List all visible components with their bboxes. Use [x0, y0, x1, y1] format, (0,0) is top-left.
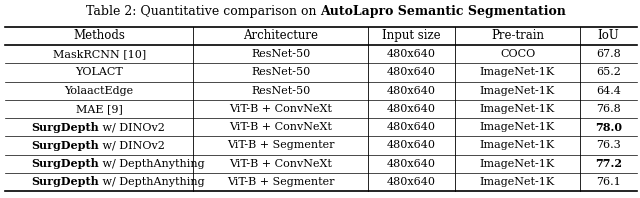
Text: ImageNet-1K: ImageNet-1K — [480, 177, 555, 187]
Text: ImageNet-1K: ImageNet-1K — [480, 86, 555, 96]
Text: w/ DepthAnything: w/ DepthAnything — [99, 159, 205, 169]
Text: YOLACT: YOLACT — [76, 67, 123, 77]
Text: 65.2: 65.2 — [596, 67, 621, 77]
Text: SurgDepth: SurgDepth — [31, 122, 99, 133]
Text: 480x640: 480x640 — [387, 140, 436, 150]
Text: 64.4: 64.4 — [596, 86, 621, 96]
Text: ResNet-50: ResNet-50 — [251, 49, 310, 59]
Text: 67.8: 67.8 — [596, 49, 621, 59]
Text: SurgDepth: SurgDepth — [31, 158, 99, 169]
Text: ResNet-50: ResNet-50 — [251, 86, 310, 96]
Text: ViT-B + ConvNeXt: ViT-B + ConvNeXt — [229, 104, 332, 114]
Text: w/ DepthAnything: w/ DepthAnything — [99, 177, 205, 187]
Text: ViT-B + ConvNeXt: ViT-B + ConvNeXt — [229, 122, 332, 132]
Text: 480x640: 480x640 — [387, 159, 436, 169]
Text: ImageNet-1K: ImageNet-1K — [480, 159, 555, 169]
Text: ImageNet-1K: ImageNet-1K — [480, 122, 555, 132]
Text: 480x640: 480x640 — [387, 104, 436, 114]
Text: Methods: Methods — [73, 29, 125, 42]
Text: 76.8: 76.8 — [596, 104, 621, 114]
Text: Architecture: Architecture — [243, 29, 318, 42]
Text: ImageNet-1K: ImageNet-1K — [480, 67, 555, 77]
Text: ViT-B + ConvNeXt: ViT-B + ConvNeXt — [229, 159, 332, 169]
Text: COCO: COCO — [500, 49, 535, 59]
Text: ViT-B + Segmenter: ViT-B + Segmenter — [227, 140, 334, 150]
Text: Pre-train: Pre-train — [491, 29, 544, 42]
Text: 78.0: 78.0 — [595, 122, 621, 133]
Text: Input size: Input size — [382, 29, 441, 42]
Text: 480x640: 480x640 — [387, 67, 436, 77]
Text: SurgDepth: SurgDepth — [31, 176, 99, 188]
Text: 480x640: 480x640 — [387, 86, 436, 96]
Text: ImageNet-1K: ImageNet-1K — [480, 104, 555, 114]
Text: 76.1: 76.1 — [596, 177, 621, 187]
Text: w/ DINOv2: w/ DINOv2 — [99, 122, 165, 132]
Text: ImageNet-1K: ImageNet-1K — [480, 140, 555, 150]
Text: 76.3: 76.3 — [596, 140, 621, 150]
Text: 480x640: 480x640 — [387, 49, 436, 59]
Text: IoU: IoU — [597, 29, 619, 42]
Text: MaskRCNN [10]: MaskRCNN [10] — [52, 49, 146, 59]
Text: w/ DINOv2: w/ DINOv2 — [99, 140, 165, 150]
Text: AutoLapro Semantic Segmentation: AutoLapro Semantic Segmentation — [320, 5, 566, 18]
Text: ViT-B + Segmenter: ViT-B + Segmenter — [227, 177, 334, 187]
Text: Table 2: Quantitative comparison on: Table 2: Quantitative comparison on — [86, 5, 320, 18]
Text: 480x640: 480x640 — [387, 177, 436, 187]
Text: 77.2: 77.2 — [595, 158, 621, 169]
Text: ResNet-50: ResNet-50 — [251, 67, 310, 77]
Text: 480x640: 480x640 — [387, 122, 436, 132]
Text: SurgDepth: SurgDepth — [31, 140, 99, 151]
Text: YolaactEdge: YolaactEdge — [65, 86, 134, 96]
Text: MAE [9]: MAE [9] — [76, 104, 123, 114]
